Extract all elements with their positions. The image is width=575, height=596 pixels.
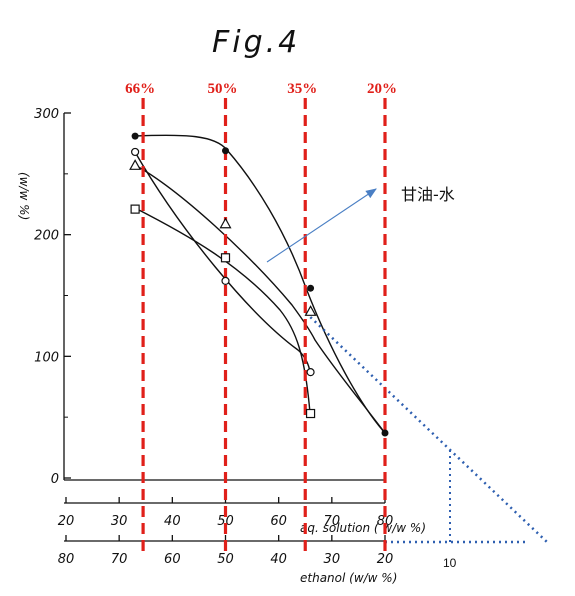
aq-tick-label: 60 [270, 514, 287, 529]
y-tick-label: 200 [34, 229, 59, 244]
extrapolation-label: 10 [443, 556, 457, 570]
aq-tick-label: 20 [58, 514, 75, 529]
point-filled-circle [222, 147, 229, 155]
point-open-circle [306, 368, 315, 377]
point-open-circle [221, 276, 230, 285]
aq-tick-label: 70 [324, 514, 341, 529]
point-filled-circle [381, 429, 389, 437]
aq-tick-label: 50 [217, 514, 234, 529]
point-open-triangle [304, 305, 317, 316]
curve-open-square [134, 207, 311, 414]
aq-tick-label: 40 [164, 514, 181, 529]
aq-axis-ticks: 20 30 40 50 60 70 80 [58, 497, 394, 529]
ethanol-axis-title: ethanol (w/w %) [300, 571, 397, 585]
ethanol-tick-label: 80 [58, 552, 75, 567]
ethanol-tick-label: 70 [111, 552, 128, 567]
curve-filled-circle [134, 134, 386, 434]
vertical-marker-label: 35% [287, 81, 317, 97]
fitted-curves [134, 134, 386, 434]
vertical-marker-label: 20% [367, 81, 397, 97]
point-filled-circle [307, 284, 315, 292]
point-open-square [130, 204, 140, 214]
ethanol-tick-label: 30 [324, 552, 341, 567]
y-tick-label: 0 [51, 472, 59, 487]
data-markers [129, 132, 389, 437]
point-open-triangle [219, 217, 232, 229]
extrapolation-lines: 10 [305, 312, 549, 570]
vertical-marker-label: 50% [208, 81, 238, 97]
annotation-label: 甘油-水 [401, 185, 455, 204]
ethanol-tick-label: 50 [217, 552, 234, 567]
vertical-marker-label: 66% [125, 81, 155, 97]
curve-open-triangle [134, 164, 386, 434]
chart-title: Fig.4 [212, 25, 300, 60]
aq-tick-label: 30 [111, 514, 128, 529]
ethanol-axis-ticks: 80 70 60 50 40 30 20 [58, 535, 394, 567]
y-tick-label: 100 [34, 350, 59, 365]
annotation-arrow [266, 188, 377, 263]
y-ticks: 300 200 100 0 [34, 107, 71, 487]
point-open-square [305, 408, 316, 419]
ethanol-tick-label: 60 [164, 552, 181, 567]
point-filled-circle [131, 132, 139, 140]
point-open-triangle [129, 159, 142, 170]
y-axis-title: (w/w %) [17, 172, 31, 220]
ethanol-tick-label: 20 [377, 552, 394, 567]
point-open-square [220, 253, 231, 263]
point-open-circle [131, 147, 140, 157]
aq-tick-label: 80 [377, 514, 394, 529]
vertical-markers: 66% 50% 35% 20% [125, 81, 397, 557]
extrapolation-line [305, 312, 549, 544]
y-tick-label: 300 [34, 107, 59, 122]
aq-axis-title: aq. solution ( w/w %) [300, 521, 426, 535]
ethanol-tick-label: 40 [270, 552, 287, 567]
